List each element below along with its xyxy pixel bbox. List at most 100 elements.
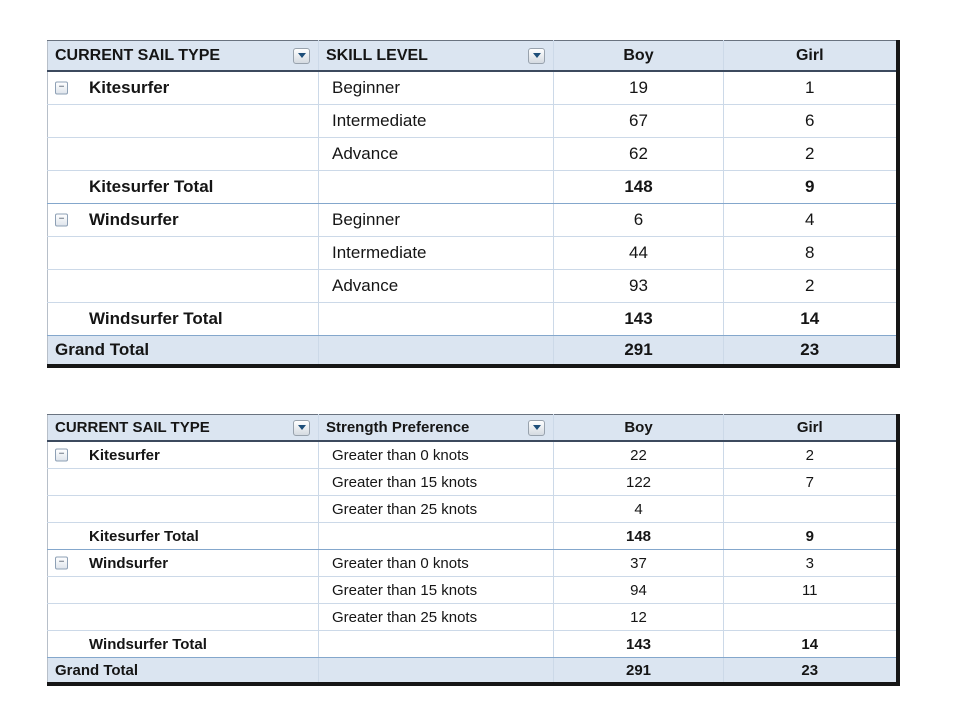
group-name-label: Windsurfer bbox=[89, 210, 179, 229]
table-row: Greater than 15 knots 94 11 bbox=[47, 576, 898, 604]
category-cell: Greater than 25 knots bbox=[318, 495, 554, 523]
sail-type-cell: Kitesurfer Total bbox=[47, 170, 319, 204]
total-label: Kitesurfer Total bbox=[89, 177, 214, 196]
table-row: Greater than 25 knots 12 bbox=[47, 603, 898, 631]
category-cell: Advance bbox=[318, 269, 554, 303]
header-row: CURRENT SAIL TYPE Strength Preference Boy G… bbox=[47, 414, 898, 442]
sail-type-cell: Grand Total bbox=[47, 335, 319, 366]
total-label: Grand Total bbox=[55, 340, 150, 359]
sail-type-cell bbox=[47, 603, 319, 631]
column-header-boy: Boy bbox=[553, 40, 724, 72]
value-cell-girl: 6 bbox=[723, 104, 898, 138]
category-cell bbox=[318, 657, 554, 684]
filter-dropdown-button[interactable] bbox=[528, 47, 545, 64]
chevron-down-icon bbox=[297, 425, 306, 430]
value-cell-girl: 23 bbox=[723, 657, 898, 684]
value-cell-girl: 2 bbox=[723, 441, 898, 469]
column-header-current-sail-type: CURRENT SAIL TYPE bbox=[47, 40, 319, 72]
category-label: Greater than 15 knots bbox=[332, 473, 478, 491]
filter-dropdown-button[interactable] bbox=[293, 419, 310, 436]
total-label: Kitesurfer Total bbox=[89, 527, 199, 545]
group-name-label: Kitesurfer bbox=[89, 446, 160, 464]
table-row: Intermediate 67 6 bbox=[47, 104, 898, 138]
column-header-strength-preference: Strength Preference bbox=[318, 414, 554, 442]
subtotal-row: Windsurfer Total 143 14 bbox=[47, 630, 898, 658]
pivot-table-strength-preference: CURRENT SAIL TYPE Strength Preference Boy G… bbox=[47, 414, 900, 686]
filter-dropdown-button[interactable] bbox=[528, 419, 545, 436]
group-name-label: Kitesurfer bbox=[89, 78, 170, 97]
category-cell: Beginner bbox=[318, 71, 554, 105]
table-row: Greater than 15 knots 122 7 bbox=[47, 468, 898, 496]
value-cell-boy: 62 bbox=[553, 137, 724, 171]
subtotal-row: Kitesurfer Total 148 9 bbox=[47, 522, 898, 550]
column-header-label: Girl bbox=[795, 46, 824, 64]
value-cell-girl: 3 bbox=[723, 549, 898, 577]
collapse-button[interactable]: − bbox=[55, 556, 68, 570]
value-cell-boy: 148 bbox=[553, 170, 724, 204]
category-cell: Beginner bbox=[318, 203, 554, 237]
column-header-label: Boy bbox=[624, 419, 653, 436]
value-cell-girl: 9 bbox=[723, 522, 898, 550]
sail-type-cell bbox=[47, 236, 319, 270]
column-header-label: Strength Preference bbox=[326, 419, 470, 436]
value-cell-boy: 19 bbox=[553, 71, 724, 105]
category-cell bbox=[318, 302, 554, 336]
value-cell-girl bbox=[723, 495, 898, 523]
column-header-girl: Girl bbox=[723, 414, 898, 442]
category-cell: Advance bbox=[318, 137, 554, 171]
table-row: − Windsurfer Greater than 0 knots 37 3 bbox=[47, 549, 898, 577]
grand-total-row: Grand Total 291 23 bbox=[47, 335, 898, 366]
total-label: Grand Total bbox=[55, 661, 139, 679]
sail-type-cell: Kitesurfer Total bbox=[47, 522, 319, 550]
collapse-button[interactable]: − bbox=[55, 81, 68, 95]
value-cell-boy: 44 bbox=[553, 236, 724, 270]
value-cell-girl: 11 bbox=[723, 576, 898, 604]
collapse-button[interactable]: − bbox=[55, 448, 68, 462]
sail-type-cell: − Windsurfer bbox=[47, 549, 319, 577]
total-label: Windsurfer Total bbox=[89, 635, 207, 653]
collapse-button[interactable]: − bbox=[55, 213, 68, 227]
category-label: Beginner bbox=[332, 210, 401, 229]
sail-type-cell bbox=[47, 495, 319, 523]
table-row: − Windsurfer Beginner 6 4 bbox=[47, 203, 898, 237]
category-label: Greater than 0 knots bbox=[332, 554, 469, 572]
value-cell-girl: 8 bbox=[723, 236, 898, 270]
sail-type-cell: − Kitesurfer bbox=[47, 441, 319, 469]
table-row: − Kitesurfer Greater than 0 knots 22 2 bbox=[47, 441, 898, 469]
value-cell-boy: 291 bbox=[553, 657, 724, 684]
value-cell-girl: 9 bbox=[723, 170, 898, 204]
chevron-down-icon bbox=[532, 425, 541, 430]
chevron-down-icon bbox=[532, 53, 541, 58]
category-label: Intermediate bbox=[332, 111, 427, 130]
value-cell-boy: 12 bbox=[553, 603, 724, 631]
column-header-girl: Girl bbox=[723, 40, 898, 72]
value-cell-girl: 14 bbox=[723, 302, 898, 336]
value-cell-girl bbox=[723, 603, 898, 631]
category-cell: Greater than 0 knots bbox=[318, 441, 554, 469]
chevron-down-icon bbox=[297, 53, 306, 58]
total-label: Windsurfer Total bbox=[89, 309, 223, 328]
value-cell-girl: 1 bbox=[723, 71, 898, 105]
column-header-label: SKILL LEVEL bbox=[326, 46, 428, 64]
column-header-boy: Boy bbox=[553, 414, 724, 442]
value-cell-girl: 7 bbox=[723, 468, 898, 496]
sail-type-cell bbox=[47, 269, 319, 303]
category-cell: Greater than 15 knots bbox=[318, 576, 554, 604]
grand-total-row: Grand Total 291 23 bbox=[47, 657, 898, 684]
category-cell bbox=[318, 170, 554, 204]
value-cell-girl: 2 bbox=[723, 269, 898, 303]
table-row: Intermediate 44 8 bbox=[47, 236, 898, 270]
category-cell bbox=[318, 335, 554, 366]
sail-type-cell: Windsurfer Total bbox=[47, 302, 319, 336]
group-name-label: Windsurfer bbox=[89, 554, 169, 572]
sail-type-cell: − Windsurfer bbox=[47, 203, 319, 237]
subtotal-row: Windsurfer Total 143 14 bbox=[47, 302, 898, 336]
value-cell-girl: 23 bbox=[723, 335, 898, 366]
sail-type-cell bbox=[47, 468, 319, 496]
category-cell: Greater than 25 knots bbox=[318, 603, 554, 631]
value-cell-girl: 2 bbox=[723, 137, 898, 171]
category-cell bbox=[318, 630, 554, 658]
filter-dropdown-button[interactable] bbox=[293, 47, 310, 64]
column-header-skill-level: SKILL LEVEL bbox=[318, 40, 554, 72]
pivot-table-skill-level: CURRENT SAIL TYPE SKILL LEVEL Boy Girl − Kite… bbox=[47, 40, 900, 368]
